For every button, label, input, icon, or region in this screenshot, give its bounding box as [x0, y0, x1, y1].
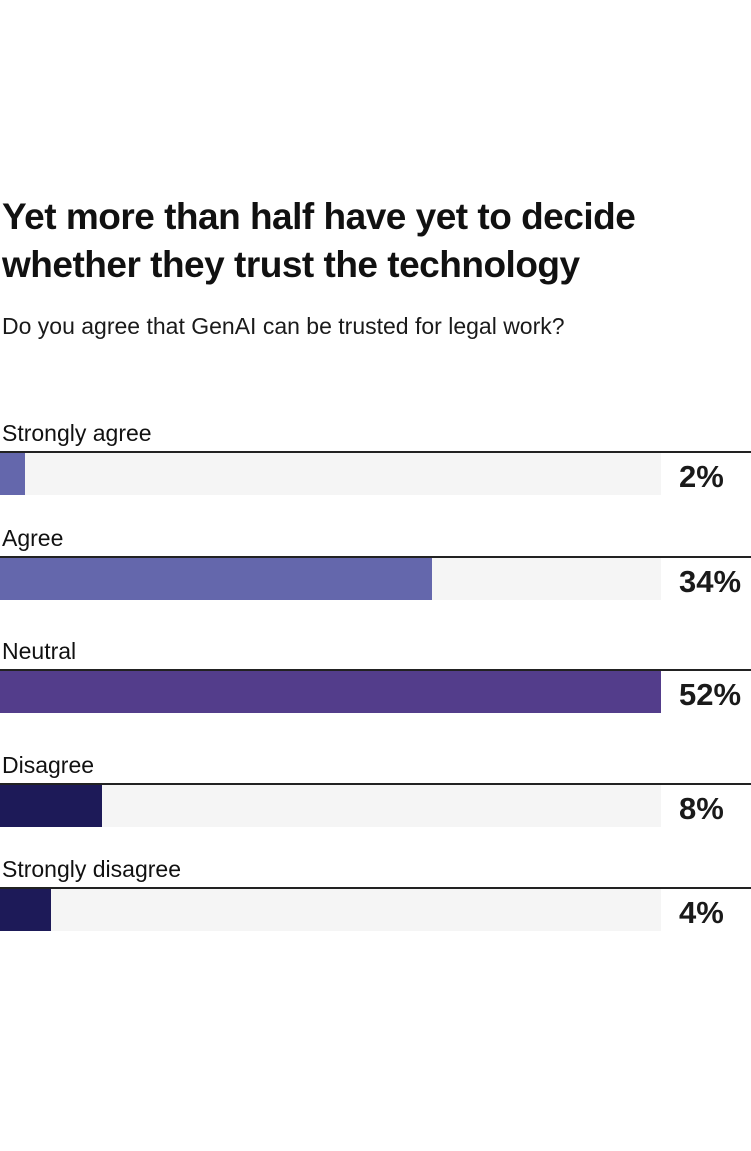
row-divider: [0, 783, 751, 785]
bar-track: [0, 889, 661, 931]
bar: [0, 671, 661, 713]
bar-row: Disagree 8%: [0, 750, 751, 830]
value-label: 8%: [679, 791, 724, 826]
row-divider: [0, 669, 751, 671]
category-label: Agree: [2, 525, 64, 551]
category-label: Neutral: [2, 638, 77, 664]
category-label: Strongly disagree: [2, 856, 181, 882]
bar-track: [0, 558, 661, 600]
bar-track: [0, 453, 661, 495]
row-divider: [0, 556, 751, 558]
row-divider: [0, 451, 751, 453]
bar: [0, 558, 432, 600]
category-label: Strongly agree: [2, 420, 152, 446]
bar-row: Strongly disagree 4%: [0, 854, 751, 934]
value-label: 52%: [679, 677, 742, 712]
bar-row: Neutral 52%: [0, 636, 751, 716]
bar: [0, 785, 102, 827]
chart-title: Yet more than half have yet to decide wh…: [2, 196, 636, 285]
chart-subtitle: Do you agree that GenAI can be trusted f…: [2, 313, 565, 339]
value-label: 4%: [679, 895, 724, 930]
bar: [0, 453, 25, 495]
row-divider: [0, 887, 751, 889]
bar-track: [0, 671, 661, 713]
category-label: Disagree: [2, 752, 95, 778]
value-label: 2%: [679, 459, 724, 494]
bar-row: Agree 34%: [0, 523, 751, 603]
bar-row: Strongly agree 2%: [0, 418, 751, 498]
bar-track: [0, 785, 661, 827]
value-label: 34%: [679, 564, 742, 599]
bar: [0, 889, 51, 931]
